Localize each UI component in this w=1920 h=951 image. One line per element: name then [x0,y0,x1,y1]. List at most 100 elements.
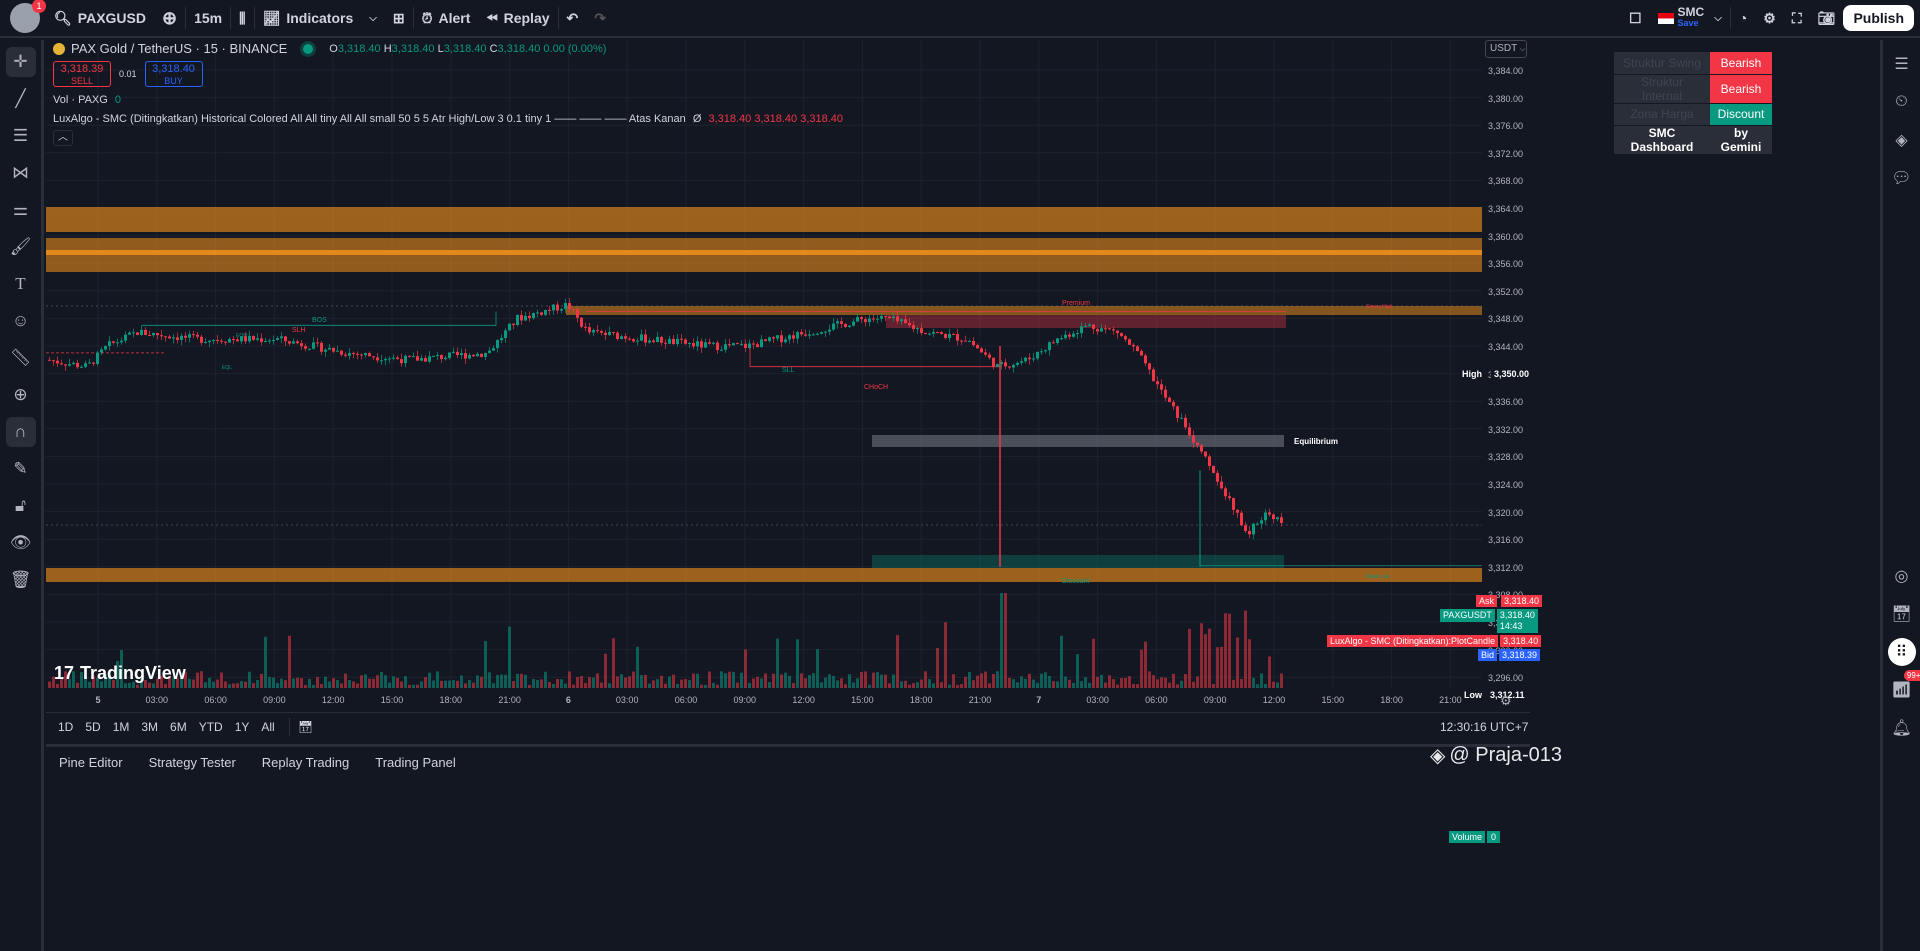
range-1d[interactable]: 1D [58,719,74,734]
avatar[interactable]: 1 [10,0,46,33]
candle-body [584,326,587,328]
collapse-legend-button[interactable]: ︿ [53,130,73,146]
volume-bar [888,683,891,688]
range-5d[interactable]: 5D [85,719,101,734]
pattern-tool[interactable]: ⋈ [6,158,36,188]
forecast-tool[interactable]: ⚌ [6,195,36,225]
tab-pine-editor[interactable]: Pine Editor [59,754,123,770]
time-tick: 03:00 [1086,695,1109,705]
volume-legend[interactable]: Vol · PAXG 0 [53,94,843,106]
alerts-button[interactable]: ⏲︎ [1888,88,1916,116]
candle-body [660,336,663,343]
candle-body [728,344,731,346]
buy-button[interactable]: 3,318.40 BUY [144,61,203,87]
draw-mode-tool[interactable]: ✎ [6,454,36,484]
divider [288,717,290,736]
notifications-button[interactable]: 🔔︎ [1888,714,1916,742]
symbol-title[interactable]: PAX Gold / TetherUS · 15 · BINANCE [71,41,288,56]
volume-bar [376,675,379,688]
brush-tool[interactable]: 🖌︎ [6,232,36,262]
layout-name-button[interactable]: SMC Save ⌵ [1650,0,1730,37]
candle-body [668,338,671,344]
list-icon: ☰ [1894,56,1909,73]
volume-bar [320,684,323,688]
volume-bar [624,677,627,688]
replay-button[interactable]: ⏪︎ Replay [478,0,557,37]
calendar-button[interactable]: 📅︎ [1888,600,1916,628]
indicator-legend[interactable]: LuxAlgo - SMC (Ditingkatkan) Historical … [53,113,843,125]
candle-body [448,352,451,358]
volume-bar [184,672,187,688]
range-6m[interactable]: 6M [170,719,187,734]
chat-button[interactable]: 💬︎ [1888,164,1916,192]
currency-button[interactable]: USDT ⌵ [1485,40,1527,58]
interval-button[interactable]: 15m [194,10,223,26]
tab-replay-trading[interactable]: Replay Trading [261,754,350,770]
apps-button[interactable]: ⠿ [1887,638,1916,666]
quick-search-button[interactable]: ◔ [1731,0,1755,37]
range-ytd[interactable]: YTD [198,719,223,734]
forecast-icon: ⚌ [12,200,29,219]
fullscreen-button[interactable]: ⛶ [1784,0,1810,37]
templates-button[interactable]: ⊞ [385,0,413,37]
chart-pane[interactable]: Equilibrium Premium Discount Strong High… [46,40,1531,708]
signals-button[interactable]: 📶︎ 99+ [1888,670,1920,704]
symbol-search-button[interactable]: 🔍︎ PAXGUSD [46,0,154,37]
candle-body [1012,364,1015,368]
time-axis[interactable]: 5 03:00 06:00 09:00 12:00 15:00 18:00 21:00 6 03:… [46,690,1482,708]
volume-bar [1108,675,1111,688]
settings-button[interactable]: ⚙︎ [1755,0,1784,37]
chart-type-button[interactable]: ⫼ [231,0,253,37]
alert-button[interactable]: ⏰︎ Alert [414,0,479,37]
sell-button[interactable]: 3,318.39 SELL [53,61,111,87]
visibility-tool[interactable]: 👁︎ [6,528,36,558]
layout-toggle-button[interactable]: ☐ [1621,0,1650,37]
volume-bar [1240,678,1243,688]
undo-button[interactable]: ↶ [559,0,587,37]
volume-bar [468,679,471,688]
zoom-tool[interactable]: ⊕ [6,380,36,410]
indicators-button[interactable]: 📈︎ Indicators ⌵ [255,0,385,37]
magnet-tool[interactable]: ∩ [5,417,36,447]
chart-settings-button[interactable]: ⚙︎ [1500,693,1512,709]
tab-strategy-tester[interactable]: Strategy Tester [148,754,236,770]
candle-body [540,312,543,315]
watchlist-button[interactable]: ☰ [1888,50,1916,78]
goto-date-icon[interactable]: 📅︎ [297,719,313,734]
candle-body [172,337,175,339]
chevron-down-icon[interactable]: ⌵ [369,12,377,24]
crosshair-tool[interactable]: ✛ [5,47,36,77]
trendline-tool[interactable]: ╱ [6,84,36,114]
candle-body [160,335,163,337]
candle-body [1144,355,1147,364]
volume-bar [508,626,511,688]
ruler-tool[interactable]: 📏︎ [6,343,36,373]
chevron-down-icon[interactable]: ⌵ [1714,12,1722,24]
delete-tool[interactable]: 🗑︎ [6,565,36,595]
range-all[interactable]: All [261,719,275,734]
ideas-button[interactable]: ◎ [1888,562,1916,590]
range-1y[interactable]: 1Y [234,719,250,734]
snapshot-button[interactable]: 📷︎ [1810,0,1844,37]
market-status-icon[interactable] [303,43,314,54]
volume-bar [816,649,819,688]
volume-bar [896,635,899,688]
tab-trading-panel[interactable]: Trading Panel [375,754,456,770]
price-chart[interactable]: Equilibrium Premium Discount Strong High… [46,40,1531,688]
candle-body [1244,525,1247,531]
lock-tool[interactable]: 🔓︎ [6,491,36,521]
text-tool[interactable]: T [6,269,36,299]
compare-button[interactable]: ⊕ [154,0,185,37]
range-3m[interactable]: 3M [141,719,159,734]
range-1m[interactable]: 1M [112,719,130,734]
publish-button[interactable]: Publish [1843,5,1914,31]
price-axis[interactable]: 3,384.00 3,380.00 3,376.00 3,372.00 3,368.00… [1482,40,1530,688]
emoji-tool[interactable]: ☺ [6,306,36,336]
candle-body [724,344,727,350]
clock[interactable]: 12:30:16 UTC+7 [1440,720,1529,734]
redo-button[interactable]: ↷ [586,0,614,37]
fib-tool[interactable]: ☰ [6,121,36,151]
candle-body [404,355,407,364]
candle-body [788,335,791,340]
object-tree-button[interactable]: ◈ [1888,126,1916,154]
